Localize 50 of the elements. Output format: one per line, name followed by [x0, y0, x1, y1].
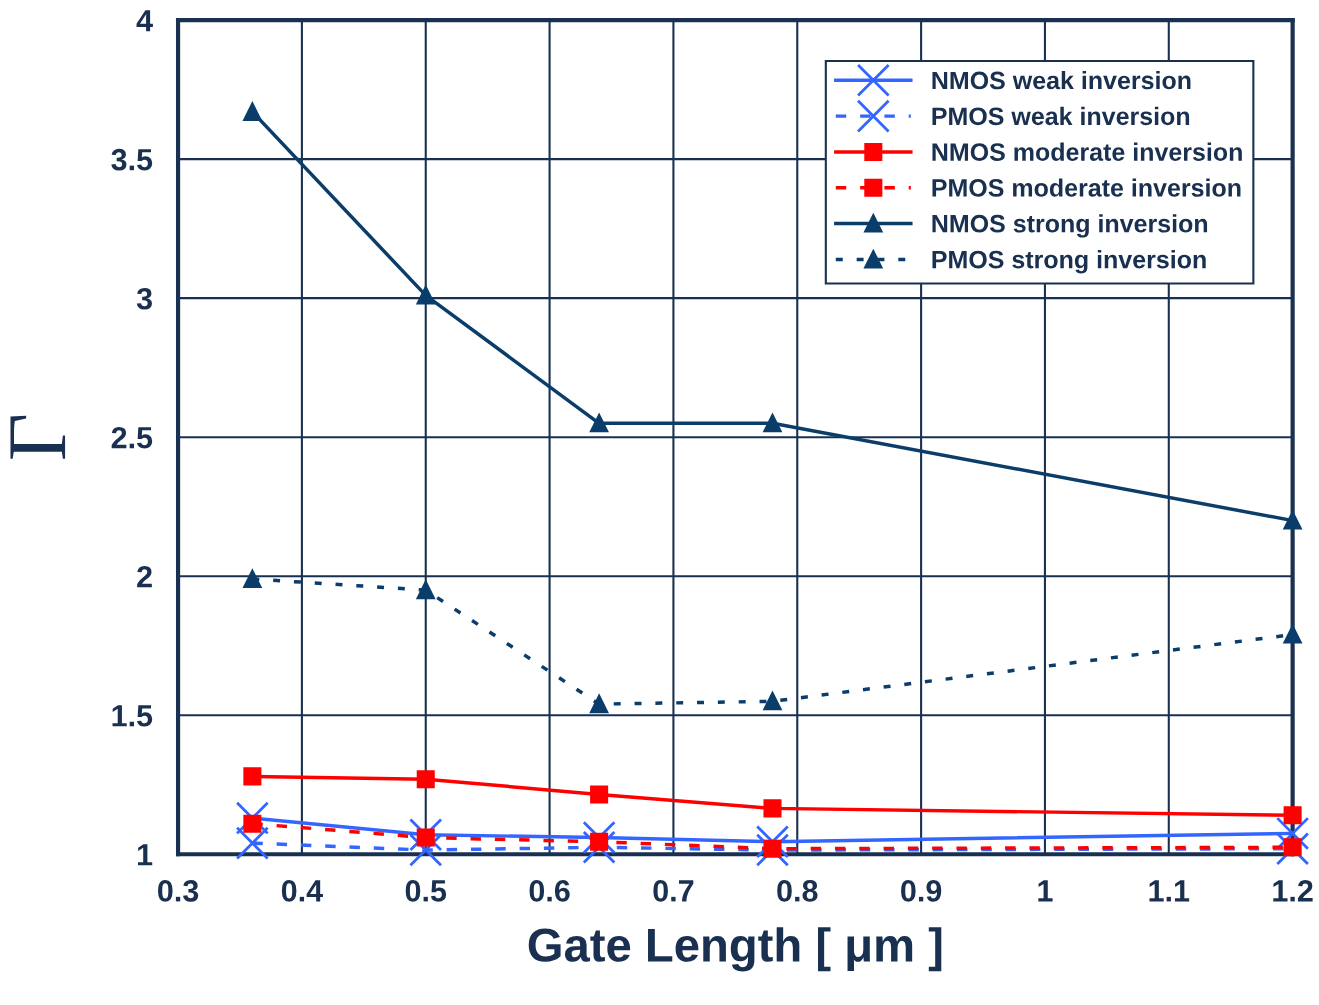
point: [590, 832, 609, 851]
x-axis-title: Gate Length [ μm ]: [528, 927, 942, 972]
x-tick-label: 0.4: [281, 880, 323, 902]
point: [763, 799, 782, 818]
y-tick-label: 3: [136, 287, 152, 310]
x-tick-label: 0.8: [777, 880, 818, 902]
point: [416, 828, 435, 847]
point: [763, 414, 782, 433]
y-tick-label: 2: [137, 565, 152, 588]
point: [1275, 816, 1310, 851]
point: [1283, 511, 1302, 530]
point: [416, 770, 435, 789]
legend-label: NMOS moderate inversion: [932, 142, 1242, 161]
x-tick-label: 1: [1038, 880, 1053, 902]
point: [1283, 806, 1302, 825]
point: [590, 785, 609, 804]
point: [763, 692, 782, 711]
legend-label: NMOS strong inversion: [932, 214, 1208, 238]
point: [1283, 625, 1302, 644]
y-tick-label: 4: [136, 10, 153, 32]
point: [243, 767, 262, 786]
y-tick-label: 2.5: [111, 426, 153, 449]
legend-label: PMOS moderate inversion: [932, 178, 1241, 197]
x-tick-label: 0.6: [529, 880, 570, 902]
y-axis-title: Γ: [10, 415, 66, 459]
point: [235, 826, 270, 860]
y-tick-label: 1.5: [112, 705, 153, 727]
point: [409, 818, 443, 852]
point: [416, 581, 435, 600]
point: [243, 569, 262, 589]
x-tick-label: 0.7: [653, 880, 694, 902]
point: [243, 102, 262, 121]
point: [590, 414, 609, 433]
point: [409, 833, 443, 867]
point: [763, 839, 782, 858]
x-tick-label: 1.2: [1273, 880, 1313, 902]
x-tick-label: 1.1: [1149, 880, 1190, 902]
x-tick-label: 0.5: [405, 880, 447, 902]
point: [243, 814, 262, 833]
point: [1283, 838, 1302, 857]
legend-label: PMOS weak inversion: [932, 106, 1190, 126]
point: [582, 820, 616, 855]
legend-label: NMOS weak inversion: [932, 70, 1191, 90]
y-tick-label: 1: [138, 844, 153, 866]
y-tick-label: 3.5: [111, 148, 153, 171]
x-tick-label: 0.3: [158, 880, 199, 902]
point: [416, 286, 435, 305]
x-tick-label: 0.9: [901, 880, 942, 902]
legend-label: PMOS strong inversion: [932, 250, 1206, 274]
point: [590, 695, 609, 714]
